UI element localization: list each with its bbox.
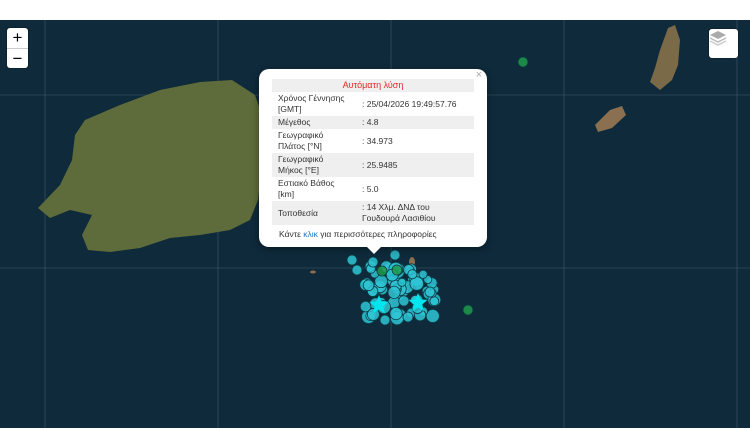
main-event-star-icon[interactable]: [369, 295, 389, 314]
earthquake-marker[interactable]: [402, 311, 414, 323]
table-row: Εστιακό Βάθος [km]: 5.0: [278, 178, 379, 199]
table-row: Μέγεθος: 4.8: [272, 116, 474, 129]
island-small: [595, 106, 626, 132]
earthquake-marker[interactable]: [362, 279, 375, 292]
earthquake-marker[interactable]: [389, 249, 401, 261]
earthquake-marker[interactable]: [418, 269, 428, 279]
earthquake-marker[interactable]: [389, 306, 403, 321]
earthquake-marker[interactable]: [387, 285, 401, 299]
layers-button[interactable]: [709, 29, 738, 58]
table-row: Τοποθεσία: 14 Χλμ. ΔΝΔ του Γουδουρά Λασι…: [272, 201, 474, 225]
earthquake-marker[interactable]: [424, 286, 436, 298]
zoom-control: + −: [7, 28, 28, 68]
earthquake-marker[interactable]: [407, 269, 418, 280]
earthquake-marker[interactable]: [517, 56, 529, 68]
main-event-star-icon[interactable]: [408, 293, 428, 312]
event-details-table: Αυτόματη λύση Χρόνος Γέννησης [GMT]: 25/…: [272, 79, 474, 225]
more-info-link[interactable]: κλικ: [303, 229, 318, 239]
layers-icon: [709, 31, 727, 46]
map[interactable]: + − × Αυτόματη λύση Χρόνος Γέννησης [GMT…: [0, 20, 750, 428]
islet: [310, 270, 316, 274]
earthquake-marker[interactable]: [379, 314, 391, 326]
earthquake-marker[interactable]: [376, 265, 388, 277]
earthquake-marker[interactable]: [367, 308, 380, 321]
table-row: Χρόνος Γέννησης [GMT]: 25/04/2026 19:49:…: [278, 93, 457, 114]
earthquake-marker[interactable]: [359, 300, 372, 313]
more-info: Κάντε κλικ για περισσότερες πληροφορίες: [279, 229, 437, 239]
earthquake-marker[interactable]: [429, 296, 440, 307]
solution-type: Αυτόματη λύση: [342, 80, 404, 90]
table-row: Γεωγραφικό Πλάτος [°N]: 34.973: [278, 130, 393, 151]
table-row: Γεωγραφικό Μήκος [°E]: 25.9485: [272, 153, 474, 177]
earthquake-marker[interactable]: [397, 277, 407, 287]
earthquake-marker[interactable]: [398, 295, 410, 307]
close-popup-button[interactable]: ×: [475, 69, 483, 81]
earthquake-markers: [346, 56, 529, 326]
earthquake-marker[interactable]: [425, 308, 440, 323]
earthquake-marker[interactable]: [462, 304, 474, 316]
earthquake-marker[interactable]: [367, 256, 379, 268]
zoom-in-button[interactable]: +: [12, 28, 23, 47]
crete-land: [38, 80, 262, 252]
earthquake-marker[interactable]: [409, 276, 424, 291]
earthquake-popup: × Αυτόματη λύση Χρόνος Γέννησης [GMT]: 2…: [259, 69, 487, 254]
earthquake-marker[interactable]: [391, 264, 403, 276]
map-layer: [0, 20, 750, 428]
island-east: [650, 25, 680, 90]
earthquake-marker[interactable]: [346, 254, 358, 266]
earthquake-marker[interactable]: [351, 264, 363, 276]
zoom-out-button[interactable]: −: [7, 48, 28, 68]
